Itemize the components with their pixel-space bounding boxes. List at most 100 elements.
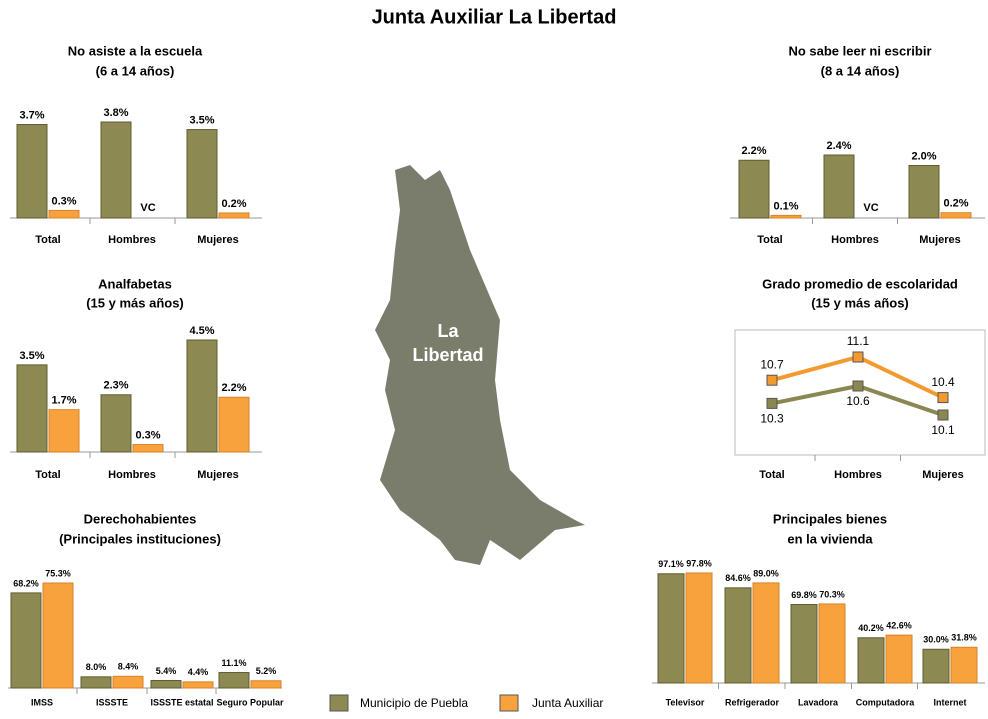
bar [818, 603, 846, 684]
value-label: 2.3% [103, 380, 128, 392]
map-label: La [437, 321, 459, 341]
value-label: 2.2% [221, 382, 246, 394]
x-tick-label: Mujeres [197, 234, 239, 246]
x-tick-label: Total [759, 469, 784, 481]
bar [48, 209, 80, 219]
value-label: 0.3% [51, 195, 76, 207]
bar [186, 129, 218, 219]
value-label: 10.1 [931, 423, 955, 437]
chart-subtitle: en la vivienda [787, 531, 873, 546]
legend-swatch [329, 694, 349, 712]
value-label: 2.2% [741, 145, 766, 157]
value-label: 1.7% [51, 395, 76, 407]
bar [908, 165, 940, 219]
value-label: 97.1% [658, 559, 684, 569]
bar [112, 675, 144, 689]
bar [42, 582, 74, 689]
value-label: 4.5% [189, 325, 214, 337]
bar [724, 587, 752, 684]
chart-subtitle: (6 a 14 años) [96, 63, 175, 78]
marker [852, 380, 864, 392]
value-label: 0.3% [135, 429, 160, 441]
x-tick-label: Hombres [108, 469, 156, 481]
map-label: Libertad [412, 345, 483, 365]
bar [80, 676, 112, 689]
value-label: 5.2% [256, 666, 277, 676]
value-label: 97.8% [686, 558, 712, 568]
x-tick-label: Mujeres [922, 469, 964, 481]
value-label: 70.3% [819, 589, 845, 599]
value-label: 11.1 [847, 334, 870, 348]
value-label: 3.8% [103, 107, 128, 119]
bar [657, 573, 685, 684]
bar [16, 364, 48, 453]
x-tick-label: Mujeres [197, 469, 239, 481]
x-tick-label: Hombres [834, 469, 882, 481]
chart-subtitle: (15 y más años) [811, 295, 909, 310]
x-tick-label: Internet [933, 697, 966, 707]
value-label: 10.4 [931, 375, 955, 389]
value-label: 42.6% [886, 620, 912, 630]
marker [937, 409, 949, 421]
x-tick-label: Computadora [856, 697, 915, 707]
chart-title: No sabe leer ni escribir [788, 43, 931, 58]
chart-title: Analfabetas [98, 276, 172, 291]
x-tick-label: Total [35, 469, 60, 481]
x-tick-label: Total [757, 234, 782, 246]
bar [186, 339, 218, 453]
value-label: 3.5% [189, 114, 214, 126]
x-tick-label: IMSS [31, 697, 53, 707]
bar [738, 159, 770, 219]
value-label: 4.4% [188, 667, 209, 677]
value-label: 8.0% [86, 662, 107, 672]
value-label: 10.7 [760, 357, 784, 371]
value-label: 75.3% [45, 568, 71, 578]
line [771, 354, 944, 400]
x-tick-label: Hombres [108, 234, 156, 246]
chart-title: Grado promedio de escolaridad [762, 276, 958, 291]
chart-subtitle: (15 y más años) [86, 295, 184, 310]
value-label: 10.6 [846, 394, 870, 408]
bar [250, 680, 282, 689]
value-label: 2.4% [826, 140, 851, 152]
bar [150, 679, 182, 689]
bar [940, 212, 972, 219]
marker [766, 374, 778, 386]
bar [182, 681, 214, 689]
x-tick-label: ISSSTE estatal [150, 697, 213, 707]
x-tick-label: Hombres [831, 234, 879, 246]
x-tick-label: Mujeres [919, 234, 961, 246]
marker [852, 351, 864, 363]
page-title: Junta Auxiliar La Libertad [372, 6, 617, 28]
map [375, 165, 585, 565]
bar [10, 592, 42, 689]
chart-title: Principales bienes [773, 511, 887, 526]
value-label: 3.5% [19, 350, 44, 362]
value-label: VC [863, 202, 878, 214]
bar [790, 603, 818, 684]
bar [218, 396, 250, 453]
legend-swatch [499, 694, 519, 712]
value-label: 2.0% [911, 150, 936, 162]
bar [885, 634, 913, 684]
chart-subtitle: (Principales instituciones) [59, 531, 221, 546]
value-label: 84.6% [725, 573, 751, 583]
x-tick-label: Lavadora [798, 697, 839, 707]
legend-label: Junta Auxiliar [532, 696, 603, 710]
bar [218, 212, 250, 219]
bar [685, 572, 713, 684]
value-label: 68.2% [13, 578, 39, 588]
bar [950, 646, 978, 684]
bar [857, 637, 885, 684]
value-label: 5.4% [156, 666, 177, 676]
bar [48, 409, 80, 453]
bar [752, 582, 780, 684]
marker [766, 397, 778, 409]
value-label: 3.7% [19, 109, 44, 121]
value-label: 8.4% [118, 662, 139, 672]
value-label: 40.2% [858, 623, 884, 633]
value-label: 10.3 [760, 412, 784, 426]
plot-frame [734, 329, 986, 456]
bar [100, 121, 132, 219]
